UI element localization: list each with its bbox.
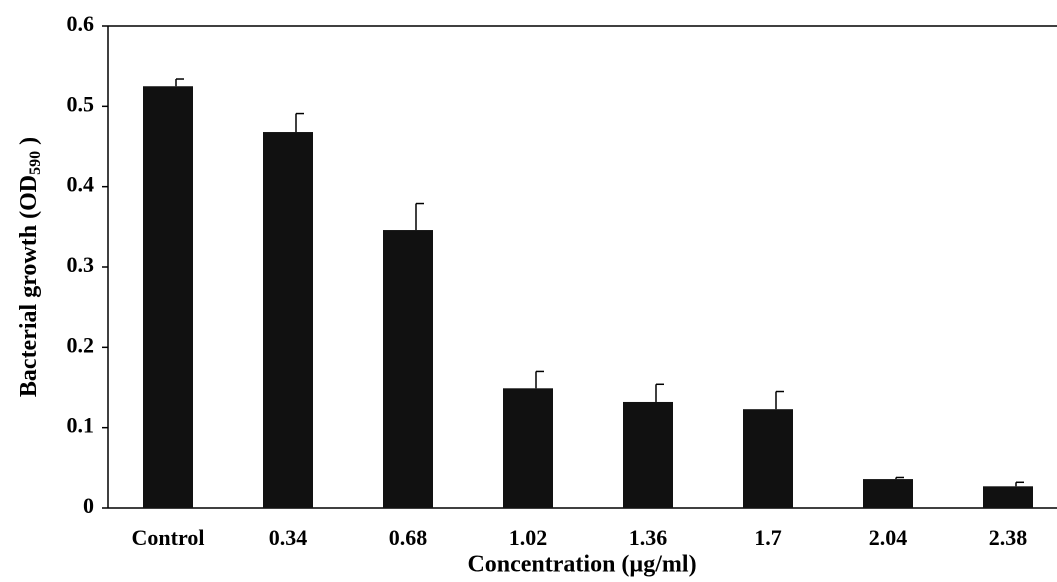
x-tick-label: 0.34 — [269, 525, 308, 550]
bar — [863, 479, 913, 508]
x-tick-label: 0.68 — [389, 525, 428, 550]
y-tick-label: 0.5 — [67, 91, 95, 116]
bar — [623, 401, 673, 508]
y-tick-label: 0.6 — [67, 11, 95, 36]
y-tick-label: 0.1 — [67, 413, 95, 438]
bar — [743, 409, 793, 508]
y-axis-title: Bacterial growth (OD590 ) — [16, 137, 44, 397]
bar — [263, 132, 313, 509]
x-tick-label: 2.04 — [869, 525, 908, 550]
y-axis-title-suffix: ) — [16, 137, 42, 151]
bar — [503, 388, 553, 508]
x-tick-label: 1.36 — [629, 525, 668, 550]
x-tick-label: 1.7 — [754, 525, 782, 550]
bar — [143, 86, 193, 508]
x-tick-label: 2.38 — [989, 525, 1028, 550]
y-axis-title-subscript: 590 — [27, 151, 44, 175]
y-tick-label: 0.2 — [67, 332, 95, 357]
bar — [983, 486, 1033, 508]
bar — [383, 230, 433, 508]
x-axis-title: Concentration (µg/ml) — [467, 552, 696, 578]
y-tick-label: 0 — [83, 493, 94, 518]
x-tick-label: Control — [132, 525, 205, 550]
y-axis-title-text: Bacterial growth (OD — [16, 175, 42, 397]
x-tick-label: 1.02 — [509, 525, 548, 550]
y-tick-label: 0.4 — [67, 172, 95, 197]
y-tick-label: 0.3 — [67, 252, 95, 277]
